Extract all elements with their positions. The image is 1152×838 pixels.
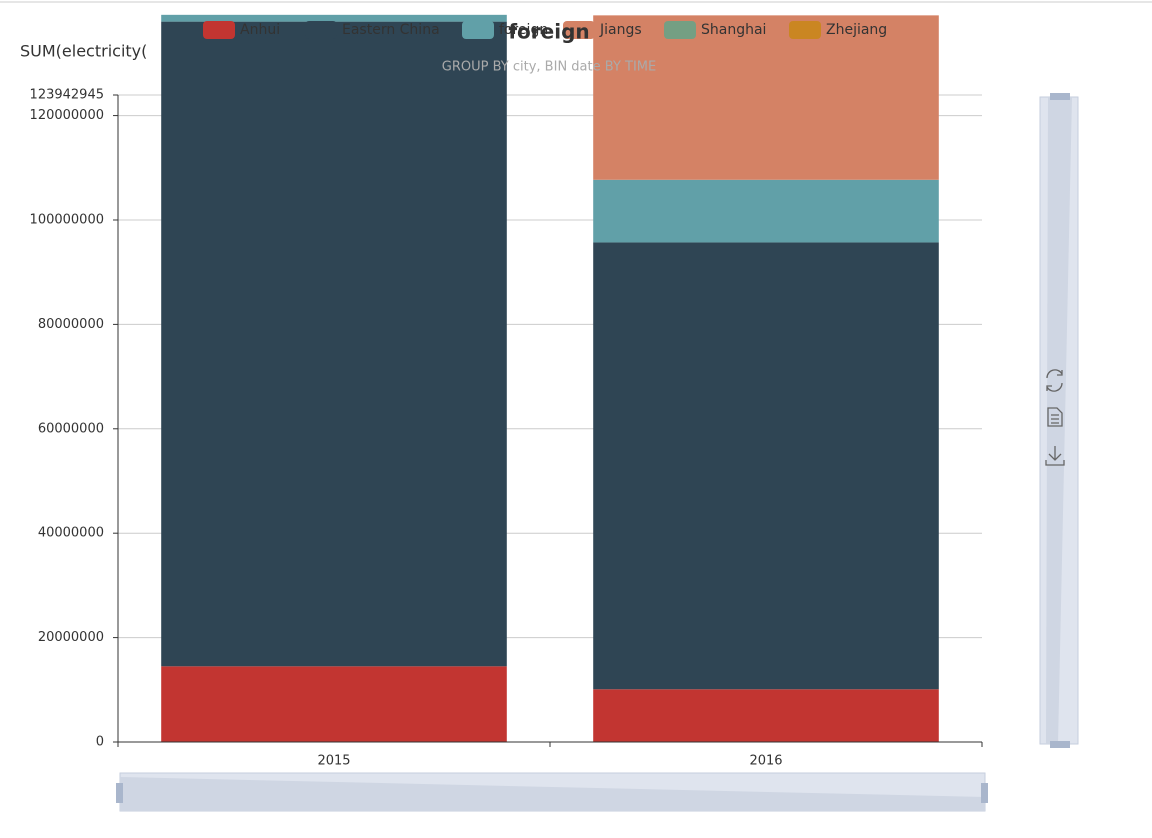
- y-tick-label: 80000000: [38, 317, 104, 332]
- bar-segment: [161, 21, 507, 667]
- x-tick-label: 2016: [749, 754, 782, 769]
- legend-label: Shanghai: [701, 22, 766, 38]
- y-axis-label: SUM(electricity(: [20, 42, 147, 61]
- legend-swatch: [563, 21, 595, 39]
- legend-swatch: [305, 21, 337, 39]
- slider-handle[interactable]: [1050, 741, 1070, 748]
- legend-item[interactable]: Anhui: [203, 21, 280, 39]
- y-tick-label: 123942945: [30, 88, 104, 103]
- y-tick-label: 60000000: [38, 421, 104, 436]
- chart-subtitle: GROUP BY city, BIN date BY TIME: [442, 60, 656, 75]
- toolbox: [1045, 369, 1065, 466]
- legend-item[interactable]: Eastern China: [305, 21, 440, 39]
- bar-segment: [161, 666, 507, 742]
- y-zoom-slider[interactable]: [1039, 93, 1079, 748]
- save-icon[interactable]: [1045, 446, 1065, 466]
- bars: [161, 14, 939, 742]
- slider-shadow: [120, 777, 985, 811]
- y-tick-label: 120000000: [30, 108, 104, 123]
- data-view-icon[interactable]: [1047, 407, 1063, 427]
- legend-label: Jiangs: [599, 22, 642, 38]
- x-zoom-slider[interactable]: [116, 772, 988, 812]
- legend-label: Anhui: [240, 22, 280, 38]
- bar-segment: [593, 242, 939, 690]
- slider-handle[interactable]: [116, 783, 123, 803]
- legend-item[interactable]: Shanghai: [664, 21, 766, 39]
- legend-swatch: [462, 21, 494, 39]
- legend-item[interactable]: foreign: [462, 21, 548, 39]
- y-tick-label: 40000000: [38, 526, 104, 541]
- legend-item[interactable]: Jiangs: [563, 21, 642, 39]
- y-tick-label: 0: [96, 735, 104, 750]
- slider-handle[interactable]: [1050, 93, 1070, 100]
- restore-icon[interactable]: [1046, 369, 1063, 392]
- legend[interactable]: Anhui Eastern China foreign Jiangs Shanghai Z…: [203, 21, 887, 39]
- legend-item[interactable]: Zhejiang: [789, 21, 887, 39]
- legend-label: foreign: [499, 22, 548, 38]
- bar-segment: [593, 15, 939, 180]
- legend-label: Eastern China: [342, 22, 440, 38]
- slider-shadow: [1046, 97, 1072, 744]
- y-tick-label: 100000000: [30, 212, 104, 227]
- slider-handle[interactable]: [981, 783, 988, 803]
- legend-swatch: [203, 21, 235, 39]
- bar-segment: [593, 179, 939, 243]
- bar-segment: [161, 14, 507, 22]
- x-tick-label: 2015: [317, 754, 350, 769]
- legend-label: Zhejiang: [826, 22, 887, 38]
- legend-swatch: [789, 21, 821, 39]
- legend-swatch: [664, 21, 696, 39]
- chart-title: foreign: [508, 20, 589, 44]
- y-tick-label: 20000000: [38, 630, 104, 645]
- bar-segment: [593, 689, 939, 742]
